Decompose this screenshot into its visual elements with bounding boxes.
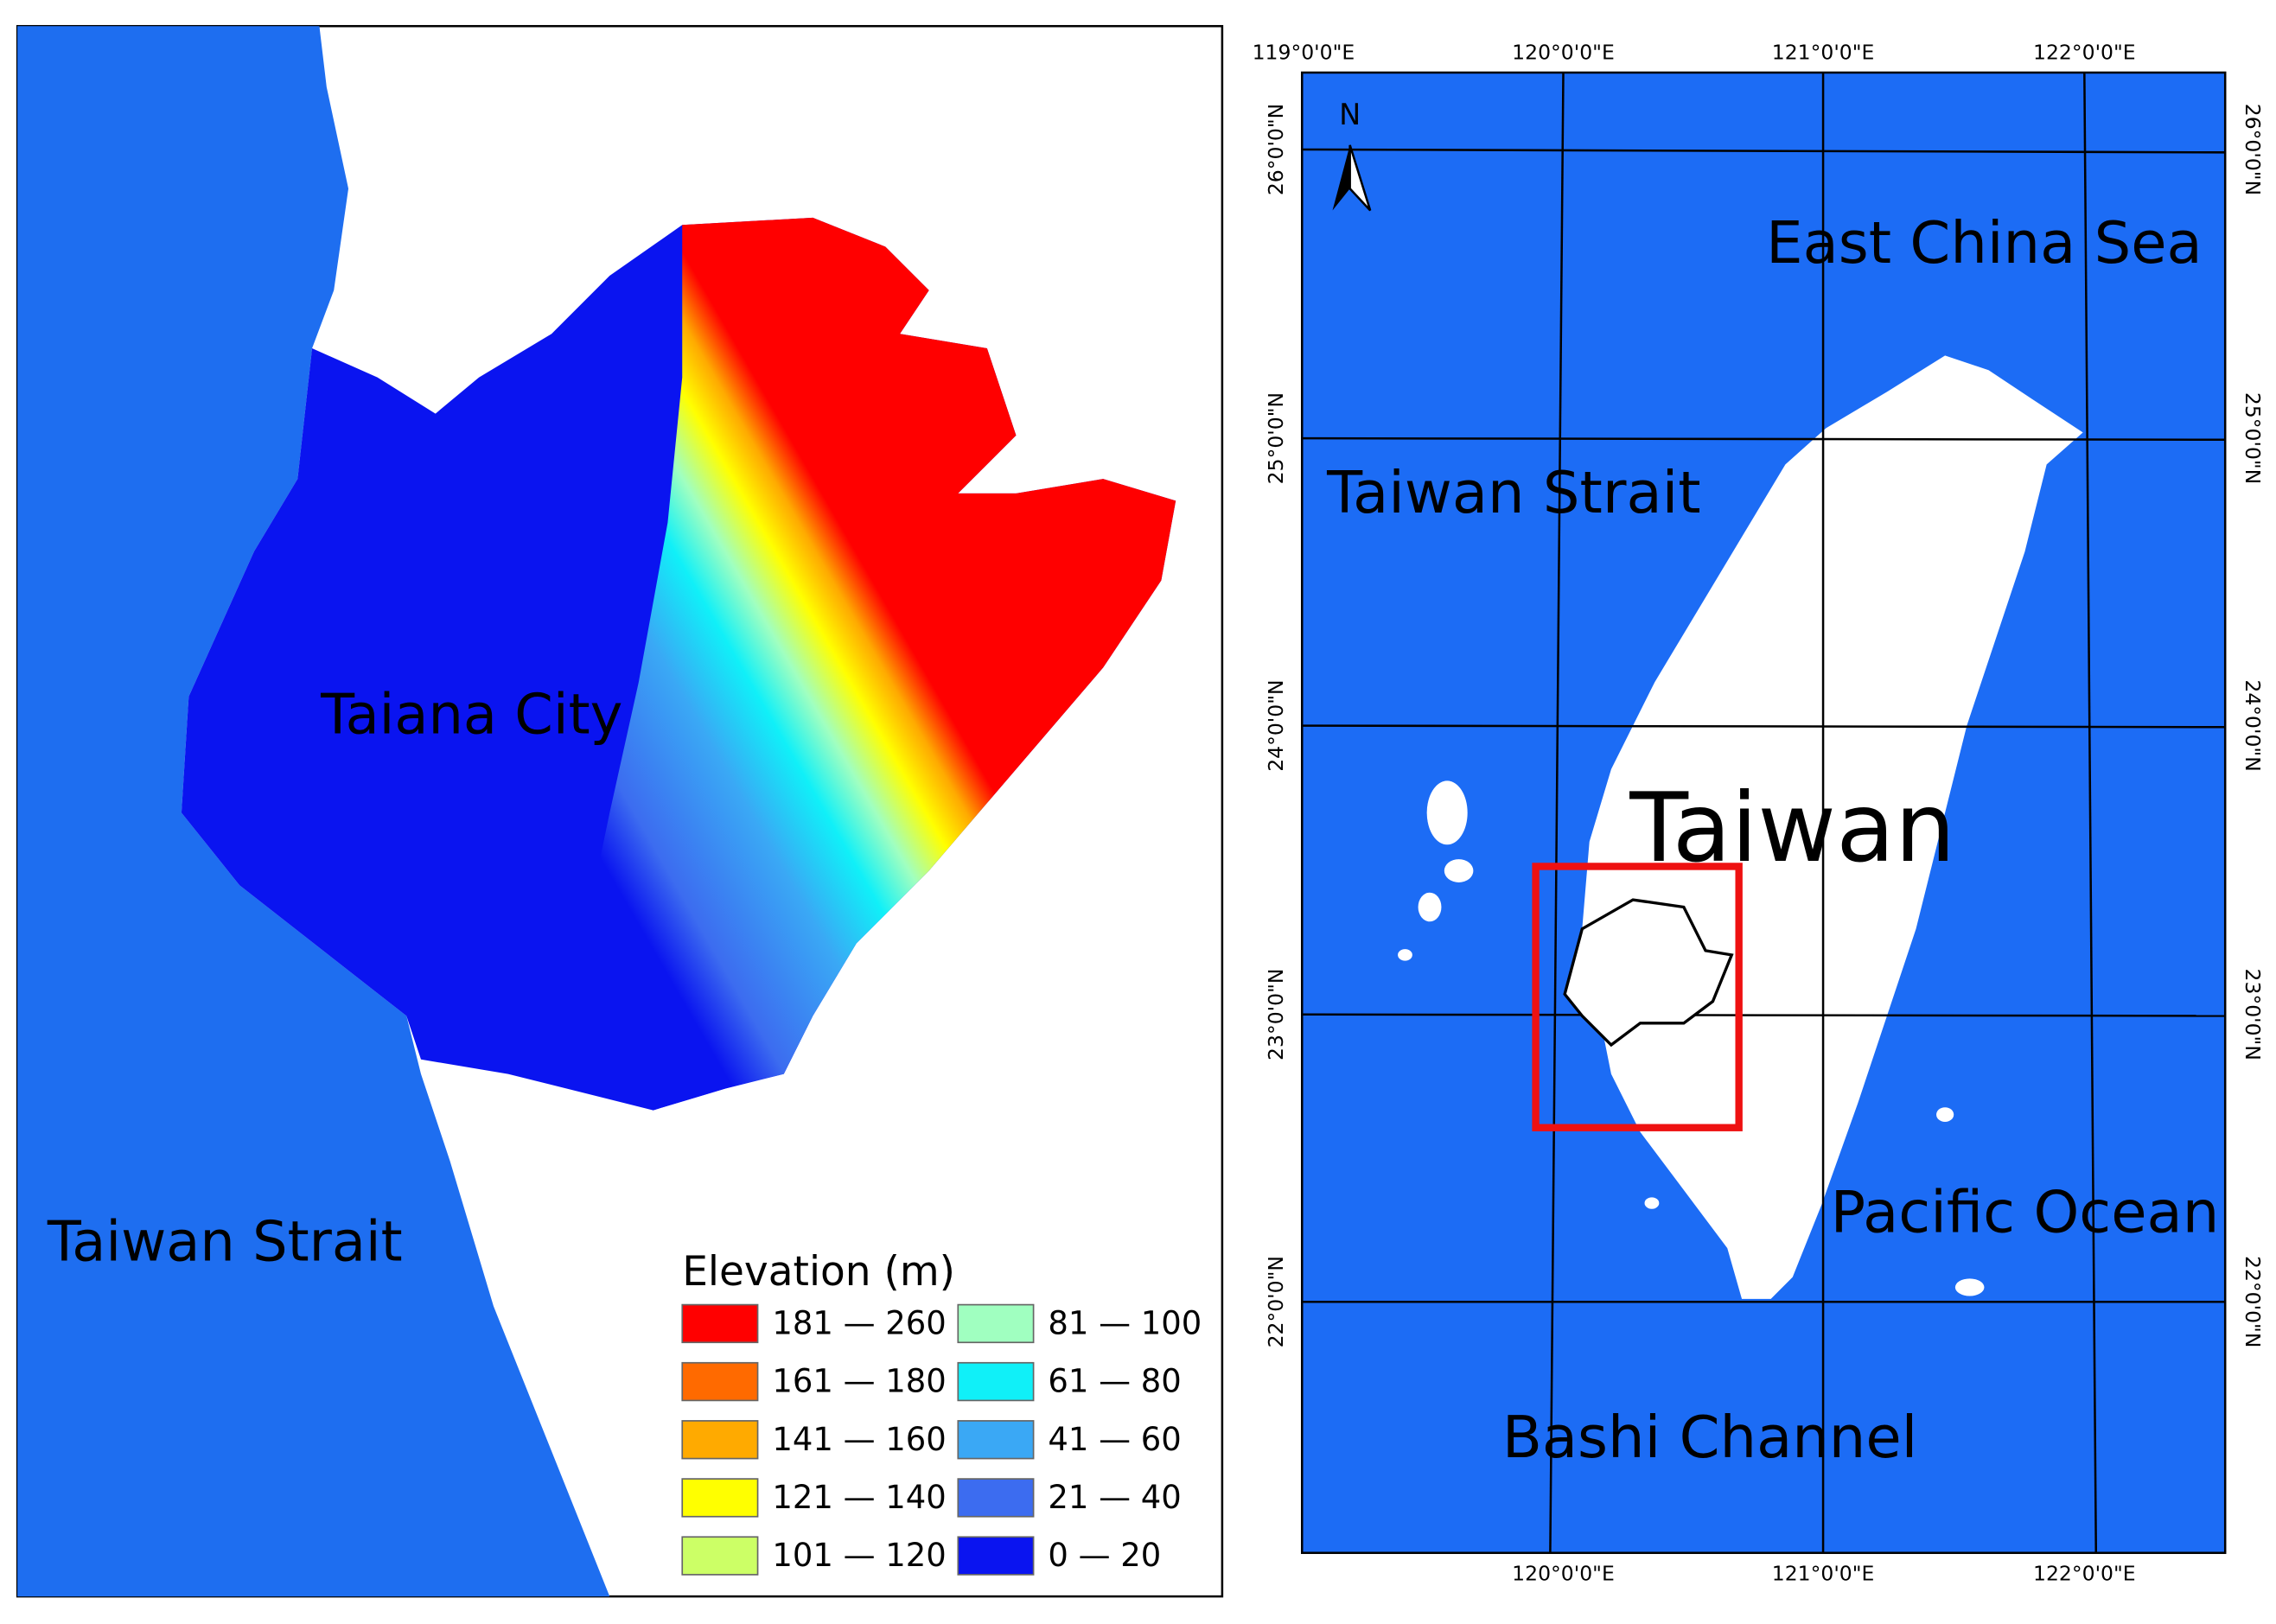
north-label: N bbox=[1339, 98, 1361, 131]
tick-label: 26°0'0"N bbox=[1264, 104, 1288, 195]
legend-swatch bbox=[957, 1420, 1035, 1460]
legend-label: 121 — 140 bbox=[772, 1479, 946, 1516]
sea-label: Taiwan Strait bbox=[1326, 459, 1700, 526]
sea-label: East China Sea bbox=[1766, 209, 2203, 277]
study-box bbox=[1532, 863, 1743, 1131]
tick-label: 22°0'0"N bbox=[1264, 1256, 1288, 1347]
tick-label: 120°0'0"E bbox=[1512, 41, 1615, 65]
legend-swatch bbox=[681, 1536, 759, 1576]
sea-label: Bashi Channel bbox=[1502, 1404, 1918, 1471]
city-label: Taiana City bbox=[320, 684, 622, 748]
legend-label: 61 — 80 bbox=[1048, 1363, 1181, 1400]
sea-label: Pacific Ocean bbox=[1831, 1179, 2220, 1246]
study-outline bbox=[1563, 898, 1734, 1048]
sea bbox=[17, 26, 610, 1597]
legend-swatch bbox=[957, 1303, 1035, 1344]
tick-label: 25°0'0"N bbox=[1264, 392, 1288, 484]
tick-label: 121°0'0"E bbox=[1772, 41, 1875, 65]
legend-label: 181 — 260 bbox=[772, 1305, 946, 1342]
legend-title: Elevation (m) bbox=[682, 1248, 955, 1296]
tick-label: 122°0'0"E bbox=[2033, 41, 2136, 65]
tick-label: 25°0'0"N bbox=[2241, 392, 2265, 484]
legend-label: 81 — 100 bbox=[1048, 1305, 1202, 1342]
legend-label: 141 — 160 bbox=[772, 1421, 946, 1458]
legend: 181 — 260 161 — 180 141 — 160 121 — 140 101 … bbox=[681, 1303, 1202, 1576]
legend-swatch bbox=[957, 1361, 1035, 1402]
legend-label: 0 — 20 bbox=[1048, 1537, 1161, 1574]
tick-label: 120°0'0"E bbox=[1512, 1561, 1615, 1585]
tick-labels: 119°0'0"E 120°0'0"E 121°0'0"E 122°0'0"E 120°… bbox=[1253, 41, 2265, 1586]
legend-label: 41 — 60 bbox=[1048, 1421, 1181, 1458]
tick-label: 26°0'0"N bbox=[2241, 104, 2265, 195]
legend-swatch bbox=[957, 1536, 1035, 1576]
legend-label: 161 — 180 bbox=[772, 1363, 946, 1400]
tick-label: 23°0'0"N bbox=[1264, 969, 1288, 1060]
legend-swatch bbox=[681, 1361, 759, 1402]
legend-label: 21 — 40 bbox=[1048, 1479, 1181, 1516]
taiwan-island bbox=[1582, 355, 2083, 1299]
tick-label: 22°0'0"N bbox=[2241, 1256, 2265, 1347]
tick-label: 119°0'0"E bbox=[1253, 41, 1355, 65]
tick-label: 23°0'0"N bbox=[2241, 969, 2265, 1060]
graticule bbox=[1302, 72, 2226, 1553]
tick-label: 122°0'0"E bbox=[2033, 1561, 2136, 1585]
islands bbox=[1398, 780, 1985, 1296]
legend-swatch bbox=[957, 1478, 1035, 1518]
tick-label: 24°0'0"N bbox=[2241, 679, 2265, 771]
strait-label: Taiwan Strait bbox=[47, 1210, 403, 1274]
terrain bbox=[573, 217, 1176, 1111]
north-arrow bbox=[1332, 144, 1372, 212]
legend-label: 101 — 120 bbox=[772, 1537, 946, 1574]
legend-swatch bbox=[681, 1420, 759, 1460]
island-label: Taiwan bbox=[1629, 773, 1955, 884]
tick-label: 24°0'0"N bbox=[1264, 679, 1288, 771]
tick-label: 121°0'0"E bbox=[1772, 1561, 1875, 1585]
legend-swatch bbox=[681, 1303, 759, 1344]
legend-swatch bbox=[681, 1478, 759, 1518]
